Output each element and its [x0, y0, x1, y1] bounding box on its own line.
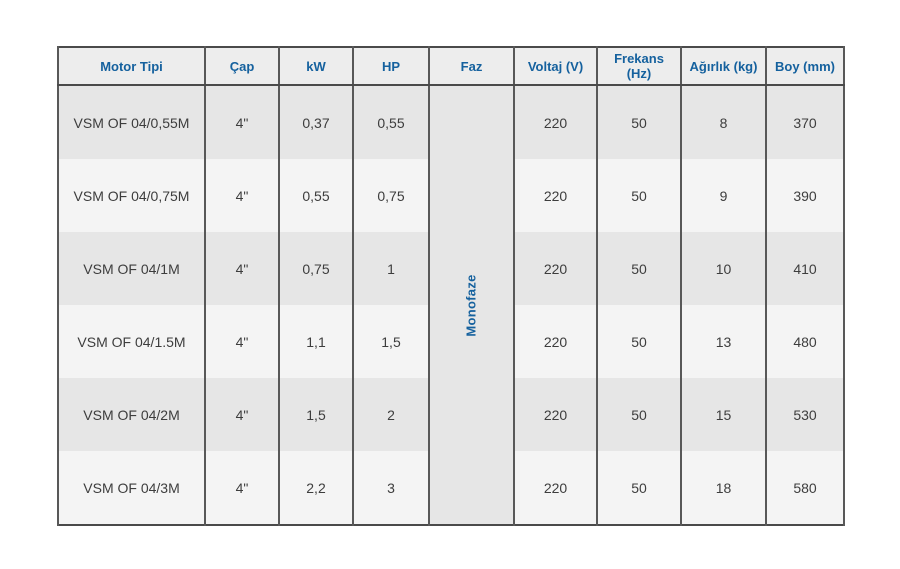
motor-spec-table: Motor Tipi Çap kW HP Faz Voltaj (V) Frek… [57, 46, 845, 526]
cell-boy: 410 [765, 232, 845, 305]
cell-motor-tipi: VSM OF 04/1.5M [57, 305, 206, 378]
table-header-row: Motor Tipi Çap kW HP Faz Voltaj (V) Frek… [57, 47, 845, 86]
table-row: VSM OF 04/1M 4" 0,75 1 220 50 10 410 [57, 232, 845, 305]
cell-agirlik: 10 [680, 232, 767, 305]
cell-cap: 4" [204, 232, 280, 305]
column-header-agirlik: Ağırlık (kg) [680, 47, 767, 86]
cell-voltaj: 220 [513, 305, 598, 378]
cell-boy: 480 [765, 305, 845, 378]
cell-agirlik: 9 [680, 159, 767, 232]
table-row: VSM OF 04/2M 4" 1,5 2 220 50 15 530 [57, 378, 845, 451]
cell-kw: 0,37 [278, 85, 354, 159]
cell-agirlik: 18 [680, 451, 767, 525]
column-header-faz: Faz [428, 47, 515, 86]
cell-voltaj: 220 [513, 378, 598, 451]
faz-rotated-label: Monofaze [464, 274, 479, 337]
cell-motor-tipi: VSM OF 04/1M [57, 232, 206, 305]
cell-hp: 3 [352, 451, 430, 525]
cell-voltaj: 220 [513, 85, 598, 159]
column-header-hp: HP [352, 47, 430, 86]
cell-cap: 4" [204, 305, 280, 378]
cell-hp: 1,5 [352, 305, 430, 378]
column-header-kw: kW [278, 47, 354, 86]
cell-agirlik: 13 [680, 305, 767, 378]
cell-boy: 580 [765, 451, 845, 525]
cell-kw: 0,75 [278, 232, 354, 305]
cell-cap: 4" [204, 159, 280, 232]
cell-kw: 0,55 [278, 159, 354, 232]
cell-cap: 4" [204, 378, 280, 451]
cell-frekans: 50 [596, 451, 682, 525]
column-header-motor-tipi: Motor Tipi [57, 47, 206, 86]
cell-kw: 1,5 [278, 378, 354, 451]
cell-frekans: 50 [596, 159, 682, 232]
cell-voltaj: 220 [513, 232, 598, 305]
cell-motor-tipi: VSM OF 04/0,75M [57, 159, 206, 232]
table-row: VSM OF 04/0,75M 4" 0,55 0,75 220 50 9 39… [57, 159, 845, 232]
cell-faz-merged: Monofaze [428, 85, 515, 525]
cell-kw: 2,2 [278, 451, 354, 525]
cell-motor-tipi: VSM OF 04/3M [57, 451, 206, 525]
table-row: VSM OF 04/0,55M 4" 0,37 0,55 Monofaze 22… [57, 85, 845, 525]
cell-kw: 1,1 [278, 305, 354, 378]
column-header-voltaj: Voltaj (V) [513, 47, 598, 86]
cell-boy: 530 [765, 378, 845, 451]
column-header-cap: Çap [204, 47, 280, 86]
cell-frekans: 50 [596, 305, 682, 378]
column-header-boy: Boy (mm) [765, 47, 845, 86]
column-header-frekans: Frekans (Hz) [596, 47, 682, 86]
table-row: VSM OF 04/1.5M 4" 1,1 1,5 220 50 13 480 [57, 305, 845, 378]
cell-cap: 4" [204, 85, 280, 159]
cell-hp: 1 [352, 232, 430, 305]
cell-hp: 0,55 [352, 85, 430, 159]
cell-cap: 4" [204, 451, 280, 525]
cell-voltaj: 220 [513, 159, 598, 232]
cell-agirlik: 8 [680, 85, 767, 159]
cell-frekans: 50 [596, 378, 682, 451]
table-row: VSM OF 04/3M 4" 2,2 3 220 50 18 580 [57, 451, 845, 525]
cell-hp: 0,75 [352, 159, 430, 232]
cell-motor-tipi: VSM OF 04/2M [57, 378, 206, 451]
cell-frekans: 50 [596, 232, 682, 305]
cell-voltaj: 220 [513, 451, 598, 525]
cell-frekans: 50 [596, 85, 682, 159]
cell-boy: 370 [765, 85, 845, 159]
cell-motor-tipi: VSM OF 04/0,55M [57, 85, 206, 159]
cell-hp: 2 [352, 378, 430, 451]
cell-agirlik: 15 [680, 378, 767, 451]
cell-boy: 390 [765, 159, 845, 232]
